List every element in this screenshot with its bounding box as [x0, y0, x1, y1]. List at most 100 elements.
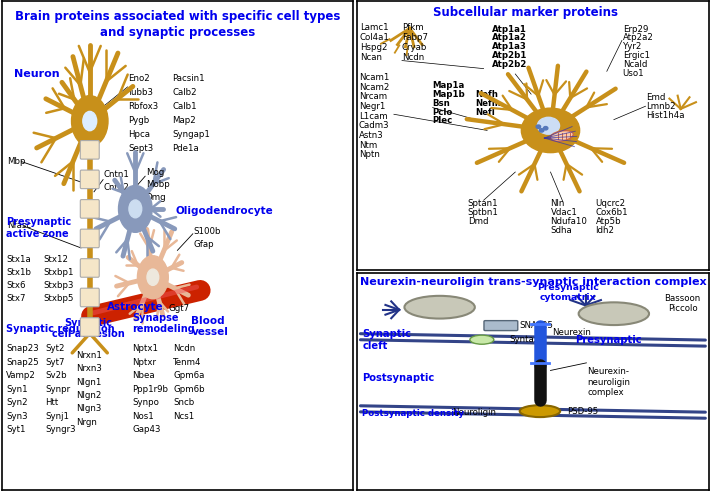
FancyBboxPatch shape	[484, 321, 518, 330]
Text: Nrgn: Nrgn	[76, 418, 97, 427]
FancyBboxPatch shape	[80, 170, 100, 189]
Text: Oligodendrocyte: Oligodendrocyte	[176, 206, 274, 216]
Text: Ncam1: Ncam1	[358, 73, 389, 82]
Text: Atp1a3: Atp1a3	[493, 42, 528, 51]
Circle shape	[83, 111, 97, 131]
Text: Gpm6b: Gpm6b	[173, 385, 205, 394]
Text: Gap43: Gap43	[132, 425, 161, 434]
Text: Stx7: Stx7	[6, 294, 26, 303]
Text: Snap25: Snap25	[6, 358, 39, 367]
Text: Sept3: Sept3	[128, 144, 154, 153]
Text: Atp2a2: Atp2a2	[623, 33, 653, 42]
Text: Uqcrc2: Uqcrc2	[596, 199, 626, 208]
Text: Emd: Emd	[646, 92, 665, 102]
Text: Nrcam: Nrcam	[358, 92, 387, 101]
Text: Syn3: Syn3	[6, 411, 28, 421]
Text: Neurexin-
neuroligin
complex: Neurexin- neuroligin complex	[587, 367, 631, 397]
Text: Nrxn1: Nrxn1	[76, 351, 102, 360]
Text: Lamc1: Lamc1	[360, 24, 388, 32]
Text: Postsynaptic: Postsynaptic	[362, 373, 434, 383]
Text: Fabp7: Fabp7	[402, 33, 428, 42]
Text: Neurexin-neuroligin trans-synaptic interaction complex: Neurexin-neuroligin trans-synaptic inter…	[360, 277, 706, 287]
Text: Nrxn3: Nrxn3	[76, 364, 102, 373]
Text: Nos1: Nos1	[132, 411, 154, 421]
Ellipse shape	[550, 131, 573, 141]
Text: Syt7: Syt7	[45, 358, 65, 367]
Text: Omg: Omg	[146, 193, 166, 202]
Text: Bsn: Bsn	[432, 99, 450, 108]
Text: Sncb: Sncb	[173, 398, 194, 407]
Text: Dmd: Dmd	[468, 217, 488, 226]
Text: Nlgn2: Nlgn2	[76, 391, 101, 400]
Text: Ergic1: Ergic1	[623, 51, 650, 60]
Text: Synaptic regulation: Synaptic regulation	[6, 325, 115, 334]
Text: Map2: Map2	[172, 116, 196, 125]
Text: Nlgn3: Nlgn3	[76, 405, 101, 413]
Text: Cox6b1: Cox6b1	[596, 208, 628, 217]
Text: Pygb: Pygb	[128, 116, 149, 125]
Text: Atp5b: Atp5b	[596, 217, 621, 226]
Text: Nefh: Nefh	[475, 90, 498, 99]
Text: Ntm: Ntm	[358, 140, 377, 150]
Text: Hist1h4a: Hist1h4a	[646, 111, 685, 120]
Text: Negr1: Negr1	[358, 102, 385, 111]
Ellipse shape	[579, 302, 649, 325]
Text: Calb1: Calb1	[172, 102, 197, 111]
Text: Stx1b: Stx1b	[6, 268, 31, 277]
Text: Ncam2: Ncam2	[358, 82, 389, 91]
Text: Syntaxin: Syntaxin	[509, 335, 547, 344]
Text: Presynaptic: Presynaptic	[575, 335, 642, 345]
Text: Neurexin: Neurexin	[552, 328, 591, 337]
Text: Cadm3: Cadm3	[358, 121, 390, 130]
Text: Sptan1: Sptan1	[468, 199, 498, 208]
Text: Map1b: Map1b	[432, 90, 465, 99]
Text: Atp1a2: Atp1a2	[493, 33, 528, 42]
Text: Syn2: Syn2	[6, 398, 28, 407]
Circle shape	[147, 269, 159, 285]
Ellipse shape	[520, 405, 560, 417]
FancyBboxPatch shape	[80, 140, 100, 159]
Text: Mbp: Mbp	[7, 157, 26, 166]
Text: Cryab: Cryab	[402, 43, 427, 53]
Text: Cntn2: Cntn2	[104, 184, 129, 192]
Text: Neuron: Neuron	[14, 69, 60, 79]
Text: Stxbp1: Stxbp1	[43, 268, 74, 277]
Circle shape	[543, 127, 548, 130]
Text: L1cam: L1cam	[358, 111, 387, 121]
Text: Eno2: Eno2	[128, 74, 150, 83]
Text: Nefm: Nefm	[475, 99, 501, 108]
Text: Syn1: Syn1	[6, 385, 28, 394]
Text: PSD-95: PSD-95	[567, 407, 599, 416]
Text: Rbfox3: Rbfox3	[128, 102, 159, 111]
Text: Calb2: Calb2	[172, 88, 197, 97]
Text: Synapse
remodeling: Synapse remodeling	[132, 313, 196, 334]
Text: Stxbp5: Stxbp5	[43, 294, 74, 303]
Text: Stxbp3: Stxbp3	[43, 281, 74, 290]
Text: Ncan: Ncan	[360, 54, 382, 62]
Text: Ndufa10: Ndufa10	[550, 217, 587, 226]
Text: Nptxr: Nptxr	[132, 358, 156, 367]
Circle shape	[536, 125, 540, 128]
Circle shape	[137, 256, 169, 299]
Text: Gpm6a: Gpm6a	[173, 371, 205, 381]
Text: Ppp1r9b: Ppp1r9b	[132, 385, 169, 394]
Text: Nptx1: Nptx1	[132, 345, 159, 354]
Text: Mobp: Mobp	[146, 181, 170, 190]
Text: Sptbn1: Sptbn1	[468, 208, 498, 217]
Circle shape	[540, 129, 544, 132]
Text: Atp1a1: Atp1a1	[493, 25, 528, 33]
Text: Mog: Mog	[146, 168, 164, 177]
Text: Syt1: Syt1	[6, 425, 26, 434]
Text: Blood
vessel: Blood vessel	[191, 316, 228, 337]
Circle shape	[521, 108, 579, 153]
Text: Lmnb2: Lmnb2	[646, 102, 676, 111]
Text: Idh2: Idh2	[596, 226, 614, 235]
Text: SNAP25: SNAP25	[520, 321, 554, 330]
Text: Nbea: Nbea	[132, 371, 155, 381]
Text: Neuroligin: Neuroligin	[452, 408, 496, 417]
Text: Ggt7: Ggt7	[169, 304, 190, 313]
Text: Vdac1: Vdac1	[550, 208, 577, 217]
FancyBboxPatch shape	[80, 318, 100, 336]
FancyBboxPatch shape	[80, 288, 100, 307]
Text: Synaptic
vesicle: Synaptic vesicle	[419, 298, 461, 317]
